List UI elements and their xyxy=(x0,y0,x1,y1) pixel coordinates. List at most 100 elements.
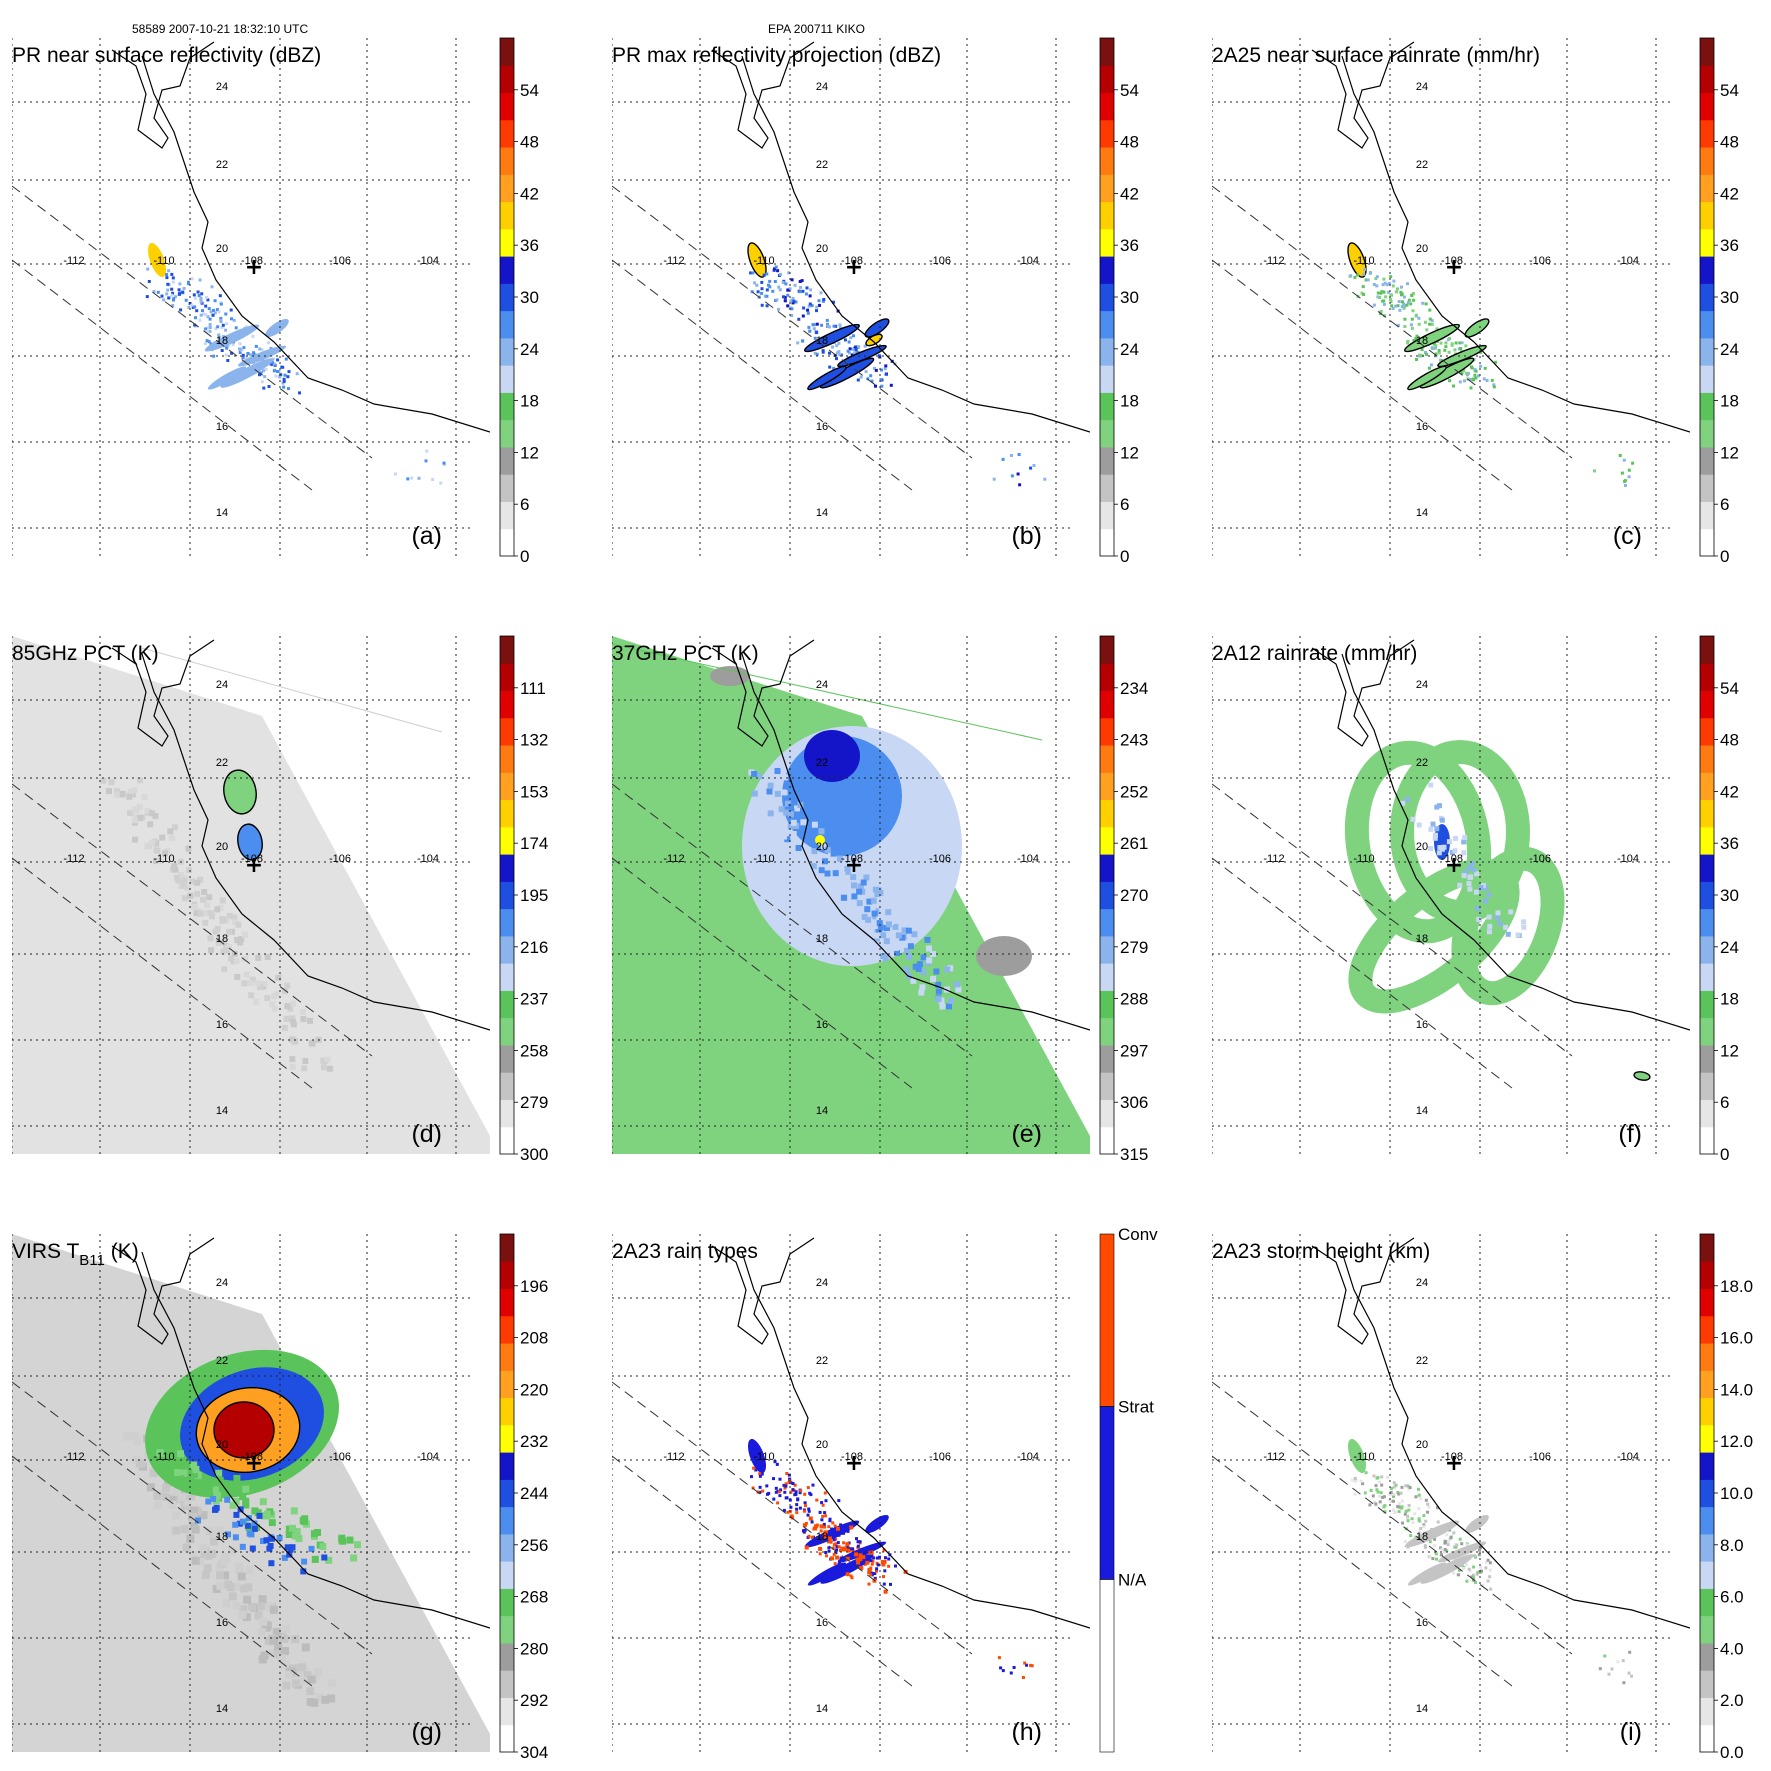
data-pixel xyxy=(264,367,268,371)
data-pixel xyxy=(1489,1587,1493,1591)
rain-band xyxy=(804,323,860,353)
data-pixel xyxy=(1400,1499,1404,1503)
data-pixel xyxy=(1508,909,1514,915)
colorbar-label: 132 xyxy=(520,731,548,750)
data-pixel xyxy=(823,1491,827,1495)
data-pixel xyxy=(859,375,863,379)
data-pixel xyxy=(907,943,914,950)
data-pixel xyxy=(195,309,199,313)
colorbar-segment xyxy=(500,636,514,664)
colorbar-segment xyxy=(1700,1588,1714,1617)
data-pixel xyxy=(797,317,801,321)
scan-edge xyxy=(612,643,1043,741)
data-pixel xyxy=(1478,885,1484,891)
data-pixel xyxy=(772,1497,776,1501)
colorbar-segment xyxy=(1700,1234,1714,1262)
data-pixel xyxy=(864,869,870,876)
data-pixel xyxy=(1410,293,1414,297)
data-pixel xyxy=(760,280,764,284)
data-pixel xyxy=(1419,1497,1423,1501)
colorbar-label: 292 xyxy=(520,1691,548,1710)
colorbar-segment xyxy=(1100,228,1114,257)
data-pixel xyxy=(1395,290,1398,294)
data-pixel xyxy=(253,998,260,1005)
data-pixel xyxy=(293,1528,301,1536)
colorbar-label: 48 xyxy=(1120,133,1139,152)
data-pixel xyxy=(308,1040,315,1047)
longitude-label: -110 xyxy=(753,853,774,865)
data-pixel xyxy=(820,1518,824,1522)
colorbar-label: 288 xyxy=(1120,990,1148,1009)
data-pixel xyxy=(147,280,151,283)
data-pixel xyxy=(835,1555,840,1560)
longitude-label: -112 xyxy=(63,1451,84,1463)
data-pixel xyxy=(1415,334,1419,338)
data-pixel xyxy=(845,1556,850,1561)
data-pixel xyxy=(1394,1483,1398,1487)
colorbar-label: 220 xyxy=(520,1380,548,1399)
data-pixel xyxy=(406,477,410,481)
data-pixel xyxy=(1376,295,1380,299)
data-pixel xyxy=(815,352,819,356)
data-pixel xyxy=(806,819,813,826)
data-pixel xyxy=(289,1063,296,1070)
pr-swath-edge xyxy=(1212,1455,1513,1687)
data-pixel xyxy=(858,1557,863,1562)
rain-band xyxy=(807,1562,847,1586)
data-pixel xyxy=(232,318,236,322)
data-pixel xyxy=(824,870,831,877)
data-pixel xyxy=(194,879,201,886)
data-pixel xyxy=(824,846,831,853)
data-pixel xyxy=(1460,371,1464,375)
data-pixel xyxy=(806,1486,810,1490)
data-pixel xyxy=(870,1571,874,1575)
coastline xyxy=(741,55,1090,433)
data-pixel xyxy=(282,379,286,383)
colorbar-segment xyxy=(1700,446,1714,475)
data-pixel xyxy=(756,290,760,294)
data-pixel xyxy=(818,303,821,307)
data-pixel xyxy=(132,836,138,843)
data-pixel xyxy=(1428,1555,1432,1559)
data-pixel xyxy=(264,995,271,1001)
data-pixel xyxy=(1403,304,1407,308)
data-pixel xyxy=(1354,1478,1358,1482)
latitude-label: 22 xyxy=(1416,159,1428,171)
colorbar-segment xyxy=(500,717,514,746)
data-pixel xyxy=(241,1481,249,1489)
colorbar-segment xyxy=(1700,1533,1714,1562)
panel-g: -112-110-108-106-104-102242220181614+VIR… xyxy=(12,1233,548,1762)
rain-band xyxy=(807,365,847,391)
data-pixel xyxy=(882,1548,886,1552)
data-pixel xyxy=(1486,929,1492,935)
data-pixel xyxy=(760,1472,764,1476)
data-pixel xyxy=(210,1495,217,1502)
data-pixel xyxy=(882,1575,885,1579)
colorbar-label: 42 xyxy=(1120,184,1139,203)
latitude-label: 24 xyxy=(216,679,228,691)
data-pixel xyxy=(209,342,213,346)
data-pixel xyxy=(869,1559,873,1563)
latitude-label: 24 xyxy=(1416,679,1428,691)
data-pixel xyxy=(258,373,261,377)
data-pixel xyxy=(1390,1499,1394,1503)
colorbar-segment xyxy=(1100,147,1114,175)
latitude-label: 24 xyxy=(216,81,228,93)
data-pixel xyxy=(202,919,209,926)
data-pixel xyxy=(765,294,769,298)
data-pixel xyxy=(271,993,278,1000)
data-pixel xyxy=(198,278,202,282)
data-pixel xyxy=(223,947,230,954)
data-pixel xyxy=(282,1681,291,1690)
data-pixel xyxy=(1414,337,1418,340)
colorbar-segment xyxy=(1100,1044,1114,1073)
data-pixel xyxy=(874,384,877,388)
panel-title: PR near surface reflectivity (dBZ) xyxy=(12,44,321,67)
data-pixel xyxy=(203,1564,212,1573)
data-pixel xyxy=(1428,846,1433,852)
longitude-label: -112 xyxy=(1263,1451,1284,1463)
colorbar-segment xyxy=(500,1533,514,1562)
colorbar-label: 279 xyxy=(520,1093,548,1112)
data-pixel xyxy=(1437,349,1441,352)
data-pixel xyxy=(171,304,175,307)
